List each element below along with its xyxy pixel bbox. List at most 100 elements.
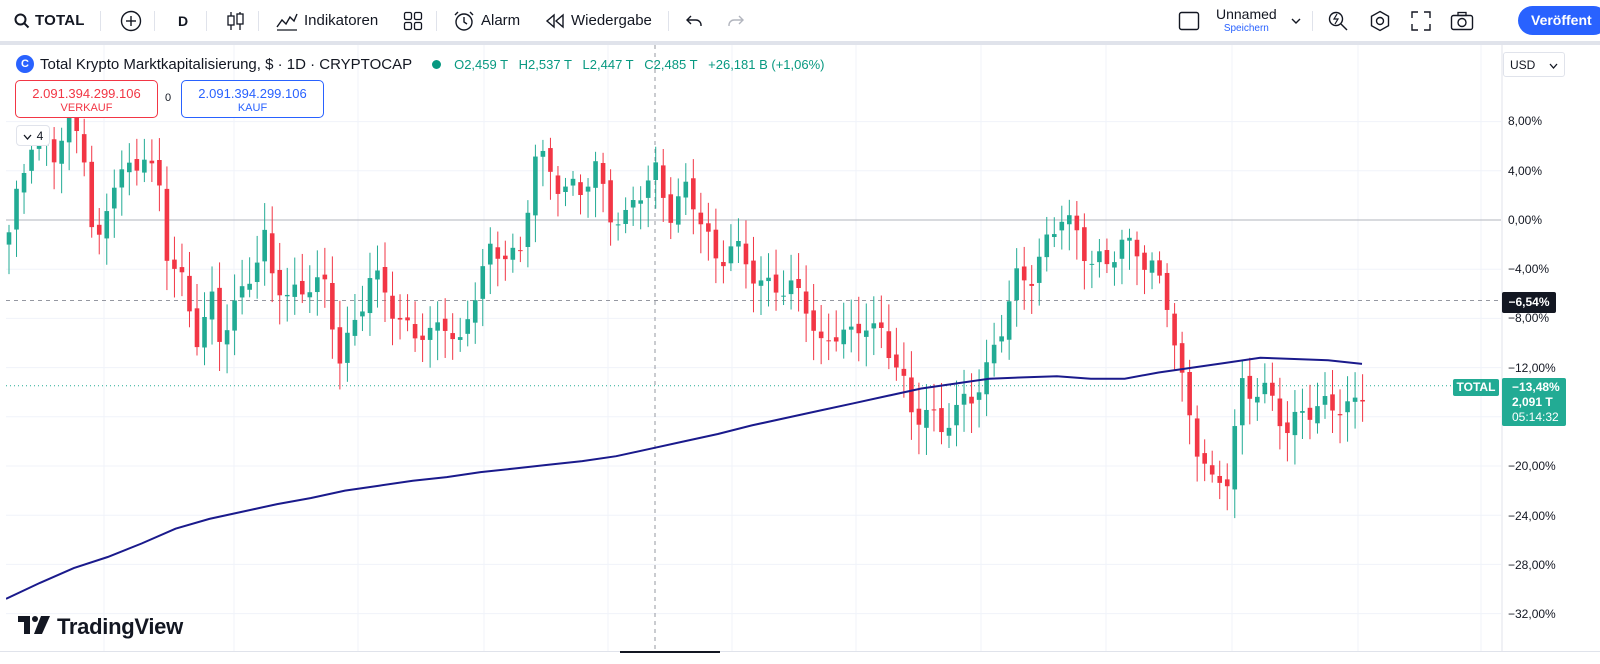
candle-body [623, 209, 628, 224]
candle-body [1345, 401, 1350, 413]
current-price: 2,091 T [1512, 395, 1553, 409]
price-tick: 0,00% [1508, 213, 1543, 227]
buy-button[interactable]: 2.091.394.299.106 KAUF [181, 80, 324, 118]
legend-close: C2,485 T [644, 56, 698, 72]
candle-body [675, 196, 681, 225]
candle-body [367, 278, 373, 314]
candle-body [1277, 398, 1283, 427]
price-tick: −8,00% [1508, 311, 1550, 325]
candle-body [1021, 266, 1027, 281]
candle-body [894, 354, 899, 368]
redo-button[interactable] [727, 0, 745, 41]
layout-select-button[interactable]: Unnamed Speichern [1178, 0, 1301, 41]
candle-body [330, 282, 335, 330]
templates-button[interactable] [403, 0, 423, 41]
candle-body [111, 187, 117, 209]
candle-body [157, 160, 162, 186]
candle-body [1127, 237, 1132, 241]
layout-name: Unnamed Speichern [1216, 7, 1277, 34]
candle-body [1067, 215, 1072, 225]
candle-body [412, 324, 418, 339]
candle-body [510, 247, 516, 260]
quick-search-button[interactable] [1327, 0, 1349, 41]
candle-body [758, 280, 764, 286]
candle-body [879, 322, 884, 328]
candle-body [540, 150, 546, 157]
market-status-icon[interactable] [432, 59, 442, 69]
candle-body [743, 243, 749, 265]
candle-body [1014, 268, 1019, 301]
layout-name-label: Unnamed [1216, 6, 1277, 22]
candle-body [164, 188, 170, 261]
candle-body [773, 274, 779, 293]
indicator-count: 4 [36, 128, 44, 143]
candle-body [653, 162, 659, 181]
candle-body [954, 404, 959, 426]
candle-body [533, 156, 538, 216]
chart-type-button[interactable] [226, 0, 246, 41]
alert-button[interactable]: Alarm [453, 0, 520, 41]
candle-body [1029, 283, 1035, 286]
candle-body [397, 317, 403, 320]
undo-button[interactable] [685, 0, 703, 41]
candle-body [1330, 394, 1335, 411]
candle-body [1164, 272, 1170, 310]
candle-body [375, 270, 380, 280]
pane-resize-handle[interactable] [620, 651, 720, 653]
candle-body [1172, 313, 1177, 346]
candle-body [14, 188, 19, 230]
currency-select[interactable]: USD [1503, 52, 1565, 77]
settings-icon [1369, 10, 1391, 32]
tradingview-logo[interactable]: TradingView [18, 612, 183, 642]
candle-body [1142, 252, 1147, 270]
replay-button[interactable]: Wiedergabe [545, 0, 652, 41]
alert-label: Alarm [481, 12, 521, 29]
symbol-label: TOTAL [35, 12, 85, 29]
snapshot-button[interactable] [1450, 0, 1474, 41]
tradingview-logo-icon [18, 615, 52, 640]
candle-body [826, 340, 831, 342]
toolbar-divider [206, 11, 207, 31]
time-scale[interactable] [0, 651, 1600, 664]
legend-title[interactable]: Total Krypto Marktkapitalisierung, $ · 1… [40, 55, 413, 73]
candle-body [1051, 234, 1057, 238]
candle-body [1224, 479, 1230, 487]
symbol-logo-icon: C [16, 55, 34, 73]
candle-body [728, 246, 734, 264]
chart-pane[interactable] [6, 45, 1600, 651]
candle-body [420, 335, 425, 340]
candle-body [1179, 343, 1185, 373]
add-symbol-button[interactable] [120, 0, 142, 41]
candle-body [1322, 396, 1328, 405]
top-toolbar: TOTAL D Indikatoren Alarm Wiederg [0, 0, 1600, 41]
interval-button[interactable]: D [178, 12, 189, 29]
bar-countdown: 05:14:32 [1512, 410, 1559, 424]
candle-body [29, 149, 34, 171]
candle-body [1352, 397, 1358, 402]
candle-body [262, 229, 267, 262]
redo-icon [727, 14, 745, 28]
candle-body [345, 332, 350, 363]
price-tick: −24,00% [1508, 509, 1556, 523]
indicators-button[interactable]: Indikatoren [276, 0, 378, 41]
candle-body [608, 180, 613, 223]
chevron-down-icon [1291, 18, 1301, 24]
collapse-indicators-button[interactable]: 4 [16, 125, 50, 146]
candle-body [969, 396, 974, 404]
toolbar-divider [436, 11, 437, 31]
sell-button[interactable]: 2.091.394.299.106 VERKAUF [15, 80, 158, 118]
candle-body [1149, 260, 1155, 273]
quick-search-icon [1327, 10, 1349, 32]
candle-body [871, 323, 877, 329]
price-tick: −4,00% [1508, 262, 1550, 276]
price-chart[interactable] [6, 45, 1600, 651]
fullscreen-button[interactable] [1411, 0, 1431, 41]
candle-body [472, 300, 478, 323]
candle-body [863, 330, 869, 337]
tradingview-wordmark: TradingView [57, 614, 183, 639]
price-tick: −32,00% [1508, 607, 1556, 621]
publish-button[interactable]: Veröffent [1518, 6, 1600, 35]
symbol-search-button[interactable]: TOTAL [14, 0, 85, 41]
settings-button[interactable] [1369, 0, 1391, 41]
candle-body [254, 262, 260, 283]
